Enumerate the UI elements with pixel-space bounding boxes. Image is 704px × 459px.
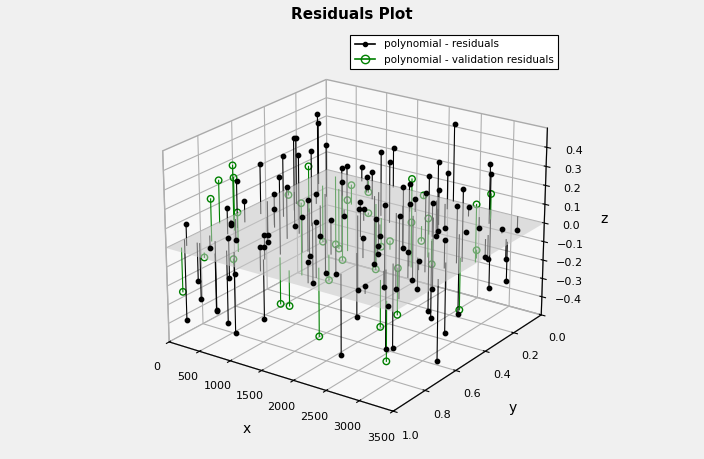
- Legend: polynomial - residuals, polynomial - validation residuals: polynomial - residuals, polynomial - val…: [351, 35, 558, 69]
- X-axis label: x: x: [243, 422, 251, 436]
- Title: Residuals Plot: Residuals Plot: [291, 7, 413, 22]
- Y-axis label: y: y: [509, 401, 517, 415]
